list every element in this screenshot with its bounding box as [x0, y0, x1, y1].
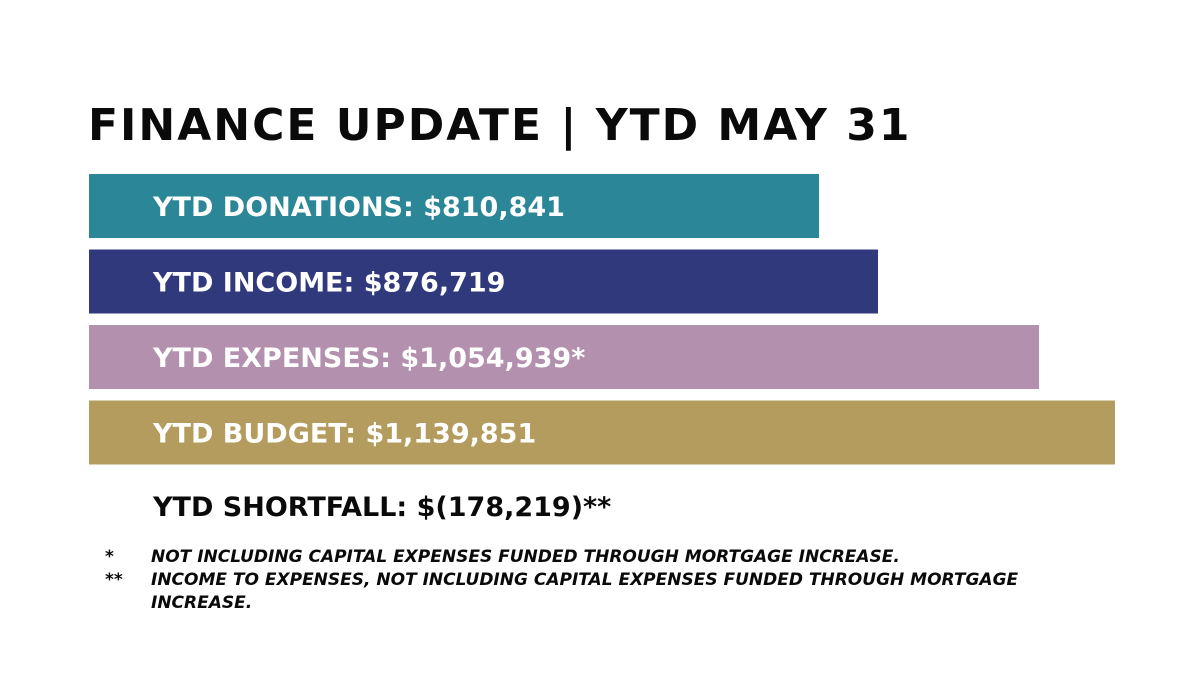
bar-ytd-budget — [89, 400, 1115, 465]
footnote-1-text: NOT INCLUDING CAPITAL EXPENSES FUNDED TH… — [151, 547, 900, 567]
footnote-2-marker: ** — [105, 570, 123, 590]
shortfall-text: YTD SHORTFALL: $(178,219)** — [153, 492, 612, 523]
footnote-1-marker: * — [105, 547, 114, 567]
footnote-2-text: INCOME TO EXPENSES, NOT INCLUDING CAPITA… — [151, 570, 1019, 613]
bar-ytd-expenses — [89, 325, 1039, 389]
bar-label-ytd-income: YTD INCOME: $876,719 — [152, 268, 505, 299]
bar-label-ytd-donations: YTD DONATIONS: $810,841 — [152, 192, 565, 223]
footnotes: * NOT INCLUDING CAPITAL EXPENSES FUNDED … — [105, 546, 1105, 615]
bar-label-ytd-expenses: YTD EXPENSES: $1,054,939* — [152, 343, 585, 374]
bar-label-ytd-budget: YTD BUDGET: $1,139,851 — [152, 419, 536, 450]
bar-ytd-income — [89, 249, 878, 314]
page-title: FINANCE UPDATE | YTD MAY 31 — [88, 100, 912, 151]
footnote-1: * NOT INCLUDING CAPITAL EXPENSES FUNDED … — [105, 546, 1105, 569]
bar-ytd-donations — [89, 174, 819, 238]
footnote-2: ** INCOME TO EXPENSES, NOT INCLUDING CAP… — [105, 569, 1105, 615]
